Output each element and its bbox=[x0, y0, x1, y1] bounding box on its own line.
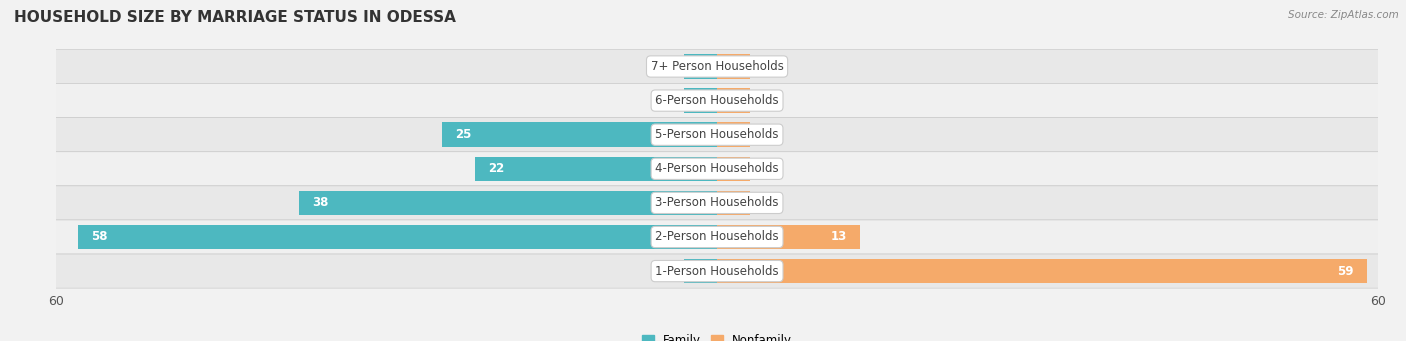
Text: 13: 13 bbox=[831, 231, 846, 243]
FancyBboxPatch shape bbox=[45, 49, 1389, 84]
Text: 0: 0 bbox=[759, 162, 766, 175]
FancyBboxPatch shape bbox=[45, 152, 1389, 186]
Bar bbox=[717, 225, 860, 249]
Text: 7+ Person Households: 7+ Person Households bbox=[651, 60, 783, 73]
Text: 1-Person Households: 1-Person Households bbox=[655, 265, 779, 278]
Bar bbox=[298, 191, 717, 215]
Text: HOUSEHOLD SIZE BY MARRIAGE STATUS IN ODESSA: HOUSEHOLD SIZE BY MARRIAGE STATUS IN ODE… bbox=[14, 10, 456, 25]
Text: 59: 59 bbox=[1337, 265, 1354, 278]
Text: 0: 0 bbox=[759, 94, 766, 107]
FancyBboxPatch shape bbox=[45, 220, 1389, 254]
Text: 0: 0 bbox=[668, 60, 675, 73]
Text: 0: 0 bbox=[668, 265, 675, 278]
Bar bbox=[79, 225, 717, 249]
Text: Source: ZipAtlas.com: Source: ZipAtlas.com bbox=[1288, 10, 1399, 20]
Text: 0: 0 bbox=[759, 196, 766, 209]
Text: 0: 0 bbox=[759, 128, 766, 141]
Bar bbox=[685, 259, 717, 283]
Text: 25: 25 bbox=[456, 128, 471, 141]
FancyBboxPatch shape bbox=[45, 118, 1389, 152]
Text: 4-Person Households: 4-Person Households bbox=[655, 162, 779, 175]
Bar bbox=[717, 157, 751, 181]
FancyBboxPatch shape bbox=[45, 186, 1389, 220]
Bar bbox=[717, 259, 1367, 283]
FancyBboxPatch shape bbox=[45, 254, 1389, 288]
Bar bbox=[685, 54, 717, 79]
Legend: Family, Nonfamily: Family, Nonfamily bbox=[637, 329, 797, 341]
Bar bbox=[717, 88, 751, 113]
Text: 3-Person Households: 3-Person Households bbox=[655, 196, 779, 209]
Bar bbox=[685, 88, 717, 113]
Text: 22: 22 bbox=[488, 162, 505, 175]
Text: 2-Person Households: 2-Person Households bbox=[655, 231, 779, 243]
Bar bbox=[717, 122, 751, 147]
Text: 0: 0 bbox=[668, 94, 675, 107]
Bar bbox=[717, 54, 751, 79]
Text: 38: 38 bbox=[312, 196, 328, 209]
FancyBboxPatch shape bbox=[45, 84, 1389, 118]
Bar bbox=[475, 157, 717, 181]
Bar bbox=[441, 122, 717, 147]
Text: 6-Person Households: 6-Person Households bbox=[655, 94, 779, 107]
Text: 5-Person Households: 5-Person Households bbox=[655, 128, 779, 141]
Bar bbox=[717, 191, 751, 215]
Text: 58: 58 bbox=[91, 231, 108, 243]
Text: 0: 0 bbox=[759, 60, 766, 73]
